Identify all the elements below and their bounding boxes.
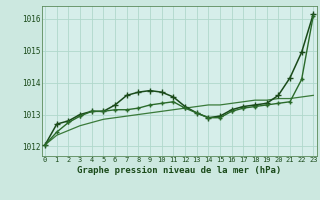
X-axis label: Graphe pression niveau de la mer (hPa): Graphe pression niveau de la mer (hPa) [77,166,281,175]
